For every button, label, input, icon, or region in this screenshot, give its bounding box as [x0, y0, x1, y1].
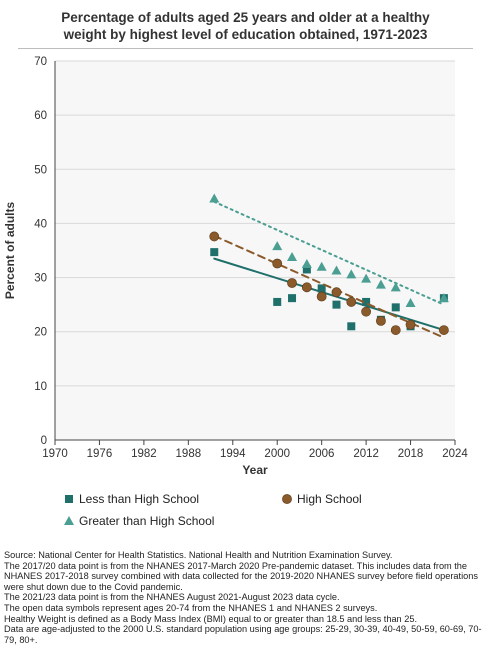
data-point	[316, 261, 327, 271]
data-point	[272, 241, 283, 251]
data-point	[405, 319, 416, 330]
legend-marker	[282, 494, 292, 504]
data-point	[390, 282, 401, 292]
source-line: The 2021/23 data point is from the NHANE…	[4, 592, 340, 603]
data-point	[332, 300, 341, 309]
y-tick-label: 0	[41, 435, 47, 447]
y-tick-label: 60	[34, 110, 47, 122]
y-tick-label: 40	[34, 218, 47, 230]
data-point	[361, 306, 372, 317]
x-tick-label: 1976	[87, 448, 113, 460]
data-point	[273, 297, 282, 306]
data-point	[391, 303, 400, 312]
x-tick-label: 1988	[176, 448, 202, 460]
y-tick-label: 50	[34, 164, 47, 176]
data-point	[346, 269, 357, 279]
data-point	[347, 322, 356, 331]
legend-label: Less than High School	[79, 492, 199, 506]
source-line: Healthy Weight is defined as a Body Mass…	[4, 613, 417, 624]
data-point	[287, 278, 297, 288]
x-tick-label: 2012	[353, 448, 379, 460]
data-point	[331, 265, 342, 275]
data-point	[209, 193, 220, 203]
data-point	[301, 282, 312, 293]
data-point	[317, 284, 326, 293]
y-tick-label: 30	[34, 273, 47, 285]
data-point	[302, 265, 311, 274]
x-tick-label: 2000	[264, 448, 290, 460]
data-point	[301, 259, 312, 269]
legend-label: Greater than High School	[79, 514, 214, 528]
legend-item: Less than High School	[65, 492, 199, 506]
data-point	[210, 248, 219, 257]
data-point	[438, 325, 449, 335]
y-tick-label: 20	[34, 327, 47, 339]
source-line: Data are age-adjusted to the 2000 U.S. s…	[4, 624, 482, 645]
legend-marker	[64, 516, 74, 525]
source-notes: Source: National Center for Health Stati…	[4, 550, 488, 645]
data-point	[288, 294, 297, 303]
x-axis-label: Year	[242, 463, 268, 477]
x-tick-label: 2018	[398, 448, 424, 460]
data-point	[331, 287, 342, 298]
y-tick-label: 70	[34, 56, 47, 68]
series-circle	[209, 231, 449, 339]
series-triangle	[209, 193, 449, 308]
chart-title-line-1: Percentage of adults aged 25 years and o…	[61, 10, 430, 25]
legend-marker	[65, 495, 73, 503]
x-tick-label: 1994	[220, 448, 246, 460]
data-point	[362, 297, 371, 306]
legend-item: High School	[282, 492, 362, 506]
source-line: Source: National Center for Health Stati…	[4, 550, 393, 560]
title-divider	[18, 48, 473, 49]
legend-item: Greater than High School	[64, 514, 214, 528]
legend-label: High School	[297, 492, 362, 506]
data-point	[272, 258, 283, 269]
data-point	[376, 315, 386, 326]
chart-title: Percentage of adults aged 25 years and o…	[0, 9, 491, 43]
data-point	[361, 273, 372, 283]
data-point	[316, 291, 327, 302]
data-point	[209, 231, 220, 242]
source-line: The open data symbols represent ages 20-…	[4, 602, 378, 613]
trend-line	[213, 257, 445, 332]
trend-line	[213, 200, 445, 306]
chart-area: 0 10 20 30 40 50 60 70 1970 1976 1982 1988 1994 2000 2…	[3, 56, 468, 528]
trend-line	[213, 234, 445, 339]
x-tick-label: 2006	[309, 448, 335, 460]
source-line: The 2017/20 data point is from the NHANE…	[4, 560, 478, 592]
chart-title-line-2: weight by highest level of education obt…	[63, 27, 428, 42]
plot-background	[55, 61, 455, 440]
data-point	[390, 325, 401, 335]
x-tick-label: 2024	[442, 448, 468, 460]
data-point	[438, 293, 449, 303]
x-tick-label: 1970	[42, 448, 68, 460]
data-point	[405, 298, 416, 308]
data-point	[287, 251, 298, 261]
data-point	[375, 279, 386, 289]
y-axis-label: Percent of adults	[3, 202, 17, 300]
x-tick-label: 1982	[131, 448, 157, 460]
y-tick-label: 10	[34, 381, 47, 393]
data-point	[346, 297, 357, 307]
